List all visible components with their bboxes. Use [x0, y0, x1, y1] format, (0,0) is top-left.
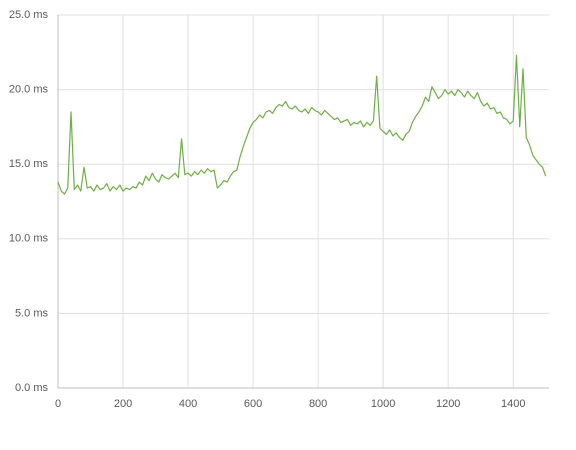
x-tick-label: 600: [244, 398, 262, 410]
x-tick-label: 1000: [371, 398, 395, 410]
y-tick-label: 0.0 ms: [15, 382, 49, 394]
x-tick-label: 400: [179, 398, 197, 410]
y-tick-label: 5.0 ms: [15, 307, 49, 319]
x-tick-label: 0: [55, 398, 61, 410]
y-tick-label: 15.0 ms: [9, 158, 49, 170]
data-line: [57, 54, 547, 195]
x-tick-label: 1400: [501, 398, 525, 410]
x-tick-label: 1200: [436, 398, 460, 410]
y-tick-label: 10.0 ms: [9, 233, 49, 245]
y-tick-label: 20.0 ms: [9, 84, 49, 96]
y-tick-label: 25.0 ms: [9, 9, 49, 21]
x-tick-label: 800: [309, 398, 327, 410]
x-tick-label: 200: [114, 398, 132, 410]
